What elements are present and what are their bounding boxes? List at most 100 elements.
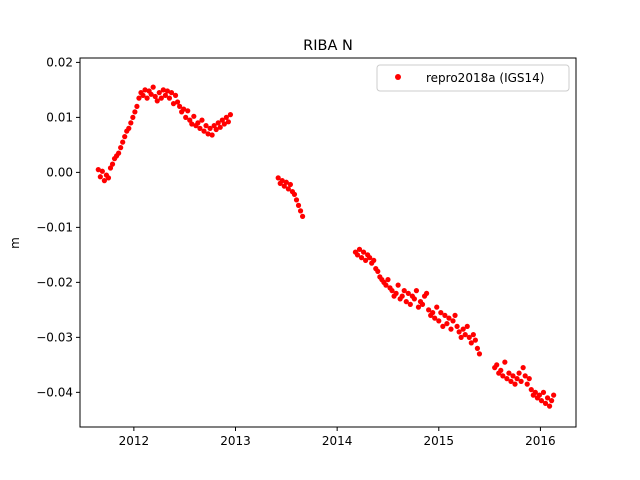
data-point bbox=[197, 125, 203, 131]
x-tick-label: 2013 bbox=[220, 434, 251, 448]
data-point bbox=[524, 381, 530, 387]
data-point bbox=[122, 134, 128, 140]
data-point bbox=[356, 246, 363, 252]
data-point bbox=[105, 175, 112, 181]
data-point bbox=[128, 120, 134, 126]
data-point bbox=[134, 103, 140, 109]
data-point bbox=[506, 370, 512, 376]
data-point bbox=[107, 165, 114, 171]
data-point bbox=[213, 126, 219, 133]
data-point bbox=[516, 370, 522, 376]
data-point bbox=[279, 178, 285, 184]
data-point bbox=[448, 326, 454, 332]
data-point bbox=[354, 252, 361, 258]
data-point bbox=[120, 139, 126, 145]
data-point bbox=[520, 365, 526, 371]
data-point bbox=[174, 99, 181, 105]
legend-box bbox=[376, 64, 570, 92]
data-point bbox=[405, 290, 411, 296]
data-point bbox=[542, 400, 549, 406]
data-point bbox=[118, 145, 124, 151]
data-point bbox=[116, 150, 122, 156]
data-point bbox=[413, 288, 420, 294]
x-tick-label: 2015 bbox=[424, 434, 455, 448]
data-point bbox=[551, 392, 557, 398]
data-point bbox=[476, 351, 483, 357]
data-point bbox=[549, 398, 555, 404]
data-point bbox=[363, 257, 369, 263]
data-point bbox=[446, 315, 452, 321]
data-point bbox=[160, 87, 166, 93]
data-point bbox=[518, 378, 524, 384]
data-point bbox=[299, 213, 306, 219]
x-axis: 2012 2013 2014 2015 2016 bbox=[119, 427, 556, 448]
y-axis: 0.02 0.01 0.00 −0.01 −0.02 −0.03 −0.04 bbox=[36, 55, 80, 399]
data-point bbox=[215, 120, 221, 126]
data-point bbox=[187, 117, 193, 123]
data-point bbox=[415, 304, 422, 310]
data-point bbox=[291, 191, 298, 197]
data-point bbox=[140, 92, 146, 98]
data-point bbox=[504, 376, 510, 382]
data-point bbox=[148, 91, 154, 97]
data-point bbox=[464, 323, 470, 329]
data-point bbox=[383, 282, 389, 288]
data-point bbox=[172, 92, 179, 98]
data-point bbox=[401, 288, 407, 294]
data-point bbox=[399, 293, 405, 299]
data-point bbox=[185, 108, 191, 114]
legend-marker bbox=[395, 74, 401, 80]
data-point bbox=[452, 312, 458, 318]
data-point bbox=[177, 103, 183, 109]
data-point bbox=[205, 131, 211, 137]
legend-label: repro2018a (IGS14) bbox=[426, 71, 544, 85]
data-point bbox=[540, 389, 547, 395]
data-point bbox=[162, 92, 168, 98]
data-point bbox=[97, 174, 103, 180]
data-point bbox=[438, 310, 444, 316]
data-point bbox=[468, 340, 474, 346]
data-point bbox=[389, 288, 395, 294]
data-point bbox=[462, 332, 468, 338]
y-tick-label: 0.00 bbox=[46, 165, 73, 179]
data-point bbox=[528, 387, 534, 393]
data-point bbox=[532, 389, 538, 395]
data-point bbox=[546, 403, 553, 409]
data-point bbox=[436, 318, 442, 324]
data-point bbox=[168, 90, 175, 96]
x-tick-label: 2012 bbox=[119, 434, 150, 448]
data-point bbox=[440, 323, 446, 329]
legend: repro2018a (IGS14) bbox=[376, 64, 570, 92]
y-tick-label: 0.01 bbox=[46, 110, 73, 124]
data-point bbox=[101, 178, 107, 184]
data-point bbox=[371, 257, 377, 263]
data-point bbox=[142, 87, 148, 93]
data-point bbox=[466, 334, 472, 340]
data-point bbox=[423, 290, 430, 296]
data-point bbox=[526, 376, 532, 382]
data-point bbox=[411, 296, 417, 302]
data-point bbox=[395, 282, 401, 288]
data-point bbox=[474, 345, 481, 351]
data-point bbox=[430, 310, 436, 316]
data-point bbox=[109, 161, 116, 167]
data-point bbox=[199, 117, 205, 123]
data-point bbox=[544, 395, 551, 401]
data-point bbox=[223, 114, 229, 120]
data-point bbox=[225, 119, 231, 125]
data-point bbox=[297, 208, 304, 214]
x-tick-label: 2014 bbox=[322, 434, 353, 448]
data-point bbox=[285, 186, 291, 192]
data-point bbox=[166, 95, 173, 101]
data-point bbox=[95, 167, 101, 173]
data-point bbox=[181, 106, 187, 112]
data-point bbox=[293, 197, 300, 203]
data-point bbox=[385, 277, 391, 283]
data-point bbox=[219, 117, 225, 123]
data-point bbox=[154, 98, 160, 104]
data-point bbox=[150, 84, 156, 90]
data-points bbox=[95, 84, 557, 409]
data-point bbox=[275, 175, 281, 181]
data-point bbox=[458, 334, 464, 340]
